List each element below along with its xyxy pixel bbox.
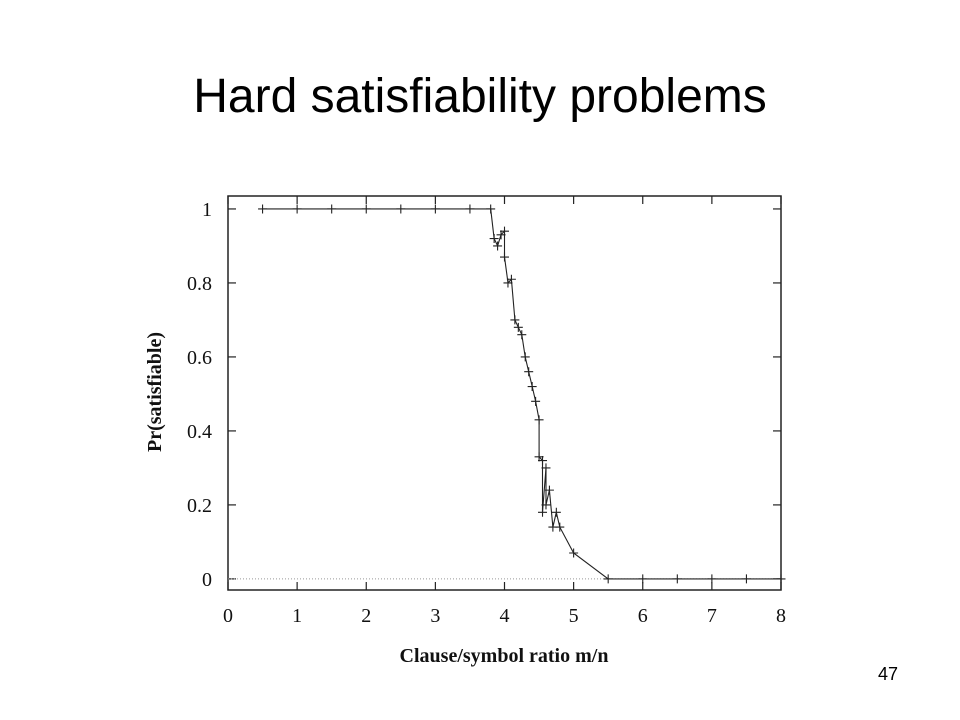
y-tick-label: 0.4 bbox=[187, 421, 212, 443]
point-marker bbox=[672, 574, 682, 584]
point-marker bbox=[524, 367, 534, 377]
point-marker bbox=[493, 241, 503, 251]
point-marker bbox=[520, 352, 530, 362]
point-marker bbox=[534, 415, 544, 425]
y-tick-label: 0.8 bbox=[187, 273, 212, 295]
point-marker bbox=[465, 204, 475, 214]
point-marker bbox=[510, 315, 520, 325]
x-tick-label: 0 bbox=[223, 605, 233, 627]
y-tick-label: 0 bbox=[202, 569, 212, 591]
point-marker bbox=[500, 252, 509, 262]
x-tick-label: 2 bbox=[361, 605, 371, 627]
x-tick-label: 8 bbox=[776, 605, 786, 627]
point-marker bbox=[258, 204, 268, 214]
x-tick-label: 4 bbox=[500, 605, 510, 627]
y-tick-label: 0.6 bbox=[187, 347, 212, 369]
point-marker bbox=[489, 234, 499, 244]
point-marker bbox=[707, 574, 717, 584]
point-marker bbox=[292, 204, 302, 214]
point-marker bbox=[500, 226, 509, 236]
point-marker bbox=[531, 396, 541, 406]
y-tick-label: 0.2 bbox=[187, 495, 212, 517]
point-marker bbox=[327, 204, 337, 214]
point-marker bbox=[776, 574, 786, 584]
point-marker bbox=[551, 507, 561, 517]
point-marker bbox=[517, 330, 527, 340]
point-marker bbox=[513, 322, 523, 332]
slide-number: 47 bbox=[878, 664, 898, 684]
point-marker bbox=[544, 485, 554, 495]
y-axis-title: Pr(satisfiable) bbox=[144, 332, 166, 452]
point-marker bbox=[541, 500, 551, 510]
point-marker bbox=[396, 204, 406, 214]
point-marker bbox=[569, 548, 579, 558]
point-marker bbox=[430, 204, 440, 214]
point-marker bbox=[538, 507, 548, 517]
point-marker bbox=[361, 204, 371, 214]
point-marker bbox=[603, 574, 613, 584]
x-tick-label: 1 bbox=[292, 605, 302, 627]
point-marker bbox=[541, 463, 551, 473]
point-marker bbox=[555, 522, 565, 532]
point-marker bbox=[486, 204, 496, 214]
point-marker bbox=[741, 574, 751, 584]
x-tick-label: 6 bbox=[638, 605, 648, 627]
point-marker bbox=[527, 382, 537, 392]
y-tick-label: 1 bbox=[202, 199, 212, 221]
point-marker bbox=[638, 574, 648, 584]
slide-title: Hard satisfiability problems bbox=[193, 70, 767, 123]
point-marker bbox=[538, 456, 548, 466]
x-tick-label: 3 bbox=[430, 605, 440, 627]
x-axis-title: Clause/symbol ratio m/n bbox=[400, 645, 609, 667]
x-tick-label: 5 bbox=[569, 605, 579, 627]
x-tick-label: 7 bbox=[707, 605, 717, 627]
point-marker bbox=[506, 274, 516, 284]
